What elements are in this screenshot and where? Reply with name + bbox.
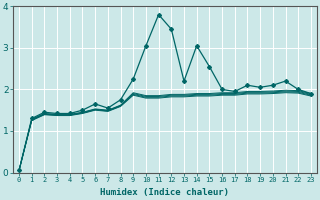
X-axis label: Humidex (Indice chaleur): Humidex (Indice chaleur): [100, 188, 229, 197]
